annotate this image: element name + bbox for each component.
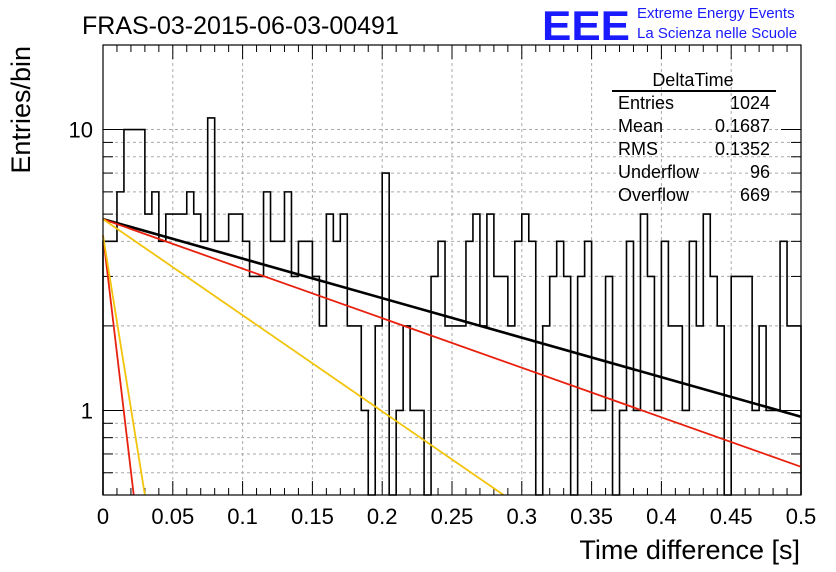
grid-lines — [103, 44, 801, 496]
fit-line — [102, 218, 802, 468]
stats-row-label: RMS — [618, 139, 658, 159]
plot-frame — [102, 44, 802, 496]
x-tick-label: 0.25 — [431, 504, 474, 529]
fit-line — [102, 235, 135, 496]
stats-row-value: 96 — [750, 162, 770, 182]
stats-row-value: 669 — [740, 185, 770, 205]
eee-logo: EEE Extreme Energy Events La Scienza nel… — [542, 2, 797, 49]
fit-lines — [102, 217, 802, 496]
stats-row-value: 0.1352 — [715, 139, 770, 159]
x-tick-labels: 0 0.05 0.1 0.15 0.2 0.25 0.3 0.35 0.4 0.45 0.5 — [97, 504, 816, 529]
histogram-outline — [102, 117, 802, 496]
logo-line-1: Extreme Energy Events — [637, 5, 795, 22]
histogram-bars — [102, 117, 802, 496]
chart-title: FRAS-03-2015-06-03-00491 — [82, 12, 399, 40]
stats-row-value: 0.1687 — [715, 116, 770, 136]
x-tick-label: 0.05 — [151, 504, 194, 529]
fit-line — [102, 218, 505, 496]
x-axis-label: Time difference [s] — [579, 535, 800, 565]
stats-row-label: Overflow — [618, 185, 690, 205]
x-tick-label: 0.4 — [646, 504, 677, 529]
x-tick-label: 0.1 — [227, 504, 258, 529]
logo-line-2: La Scienza nelle Scuole — [637, 25, 797, 42]
x-tick-label: 0.5 — [786, 504, 817, 529]
fit-line — [102, 235, 146, 496]
stats-rows: Entries 1024 Mean 0.1687 RMS 0.1352 Underflow 9… — [618, 93, 770, 205]
x-tick-label: 0.15 — [291, 504, 334, 529]
y-axis-label: Entries/bin — [6, 46, 36, 174]
x-tick-label: 0.2 — [367, 504, 398, 529]
fit-line — [102, 217, 802, 418]
stats-row-label: Entries — [618, 93, 674, 113]
x-tick-label: 0 — [97, 504, 109, 529]
stats-title: DeltaTime — [652, 70, 733, 90]
stats-row-label: Mean — [618, 116, 663, 136]
x-tick-label: 0.3 — [507, 504, 538, 529]
stats-box: DeltaTime Entries 1024 Mean 0.1687 RMS 0.1352… — [612, 70, 776, 205]
y-tick-label: 1 — [81, 398, 93, 423]
y-tick-labels: 1 10 — [69, 118, 93, 424]
logo-mark: EEE — [542, 2, 630, 49]
stats-row-label: Underflow — [618, 162, 700, 182]
y-tick-label: 10 — [69, 118, 93, 143]
stats-row-value: 1024 — [730, 93, 770, 113]
x-tick-label: 0.35 — [570, 504, 613, 529]
x-tick-label: 0.45 — [710, 504, 753, 529]
